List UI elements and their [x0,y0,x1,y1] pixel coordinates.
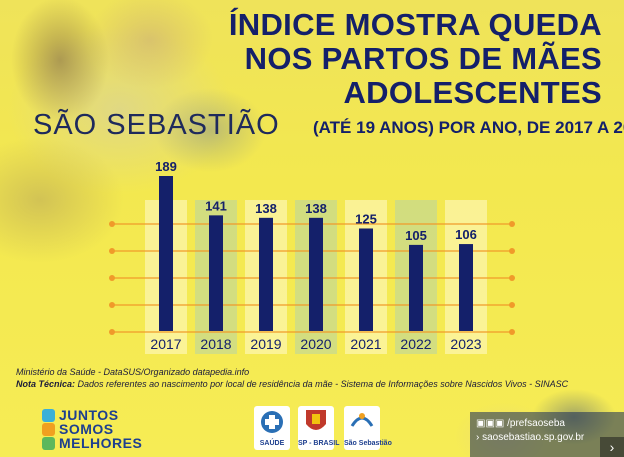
bar-2021 [359,228,373,331]
website-text: saosebastiao.sp.gov.br [482,432,585,443]
gridline-dot [509,275,515,281]
sao-sebastiao-logo: São Sebastião [344,406,392,450]
saude-logo-label: SAÚDE [259,440,285,447]
value-label-2019: 138 [255,201,277,216]
social-handle[interactable]: ▣▣▣ /prefsaoseba [476,418,565,429]
youtube-icon: ▣ [494,418,505,429]
slogan-line-2: SOMOS [59,421,114,437]
coat-of-arms-logo: SP - BRASIL [298,406,340,450]
year-label-2018: 2018 [200,336,231,352]
slogan-icon-3 [42,437,55,450]
slogan-line-3: MELHORES [59,435,143,451]
instagram-icon: ▣ [485,418,495,429]
saude-logo: SAÚDE [254,406,290,450]
year-label-2022: 2022 [400,336,431,352]
source-note: Ministério da Saúde - DataSUS/Organizado… [16,367,250,377]
coat-of-arms-icon [306,410,326,430]
bar-2018 [209,215,223,331]
year-label-2020: 2020 [300,336,331,352]
gridline-dot [509,221,515,227]
city-name: SÃO SEBASTIÃO [33,109,280,141]
technical-note: Nota Técnica: Dados referentes ao nascim… [16,379,568,389]
value-label-2018: 141 [205,198,227,213]
gridline-dot [509,248,515,254]
bar-chart: 189 2017 141 2018 138 2019 138 2020 125 2021 105 20… [109,159,515,354]
value-label-2020: 138 [305,201,327,216]
headline-line-3: ADOLESCENTES [343,75,602,110]
value-label-2021: 125 [355,211,377,226]
bar-2020 [309,217,323,331]
year-label-2017: 2017 [150,336,181,352]
technical-note-label: Nota Técnica: [16,379,76,389]
bar-2017 [159,176,173,331]
gridline-dot [109,248,115,254]
website-link[interactable]: › saosebastiao.sp.gov.br [476,432,584,443]
value-label-2017: 189 [155,159,177,174]
gridline-dot [109,329,115,335]
value-label-2022: 105 [405,228,427,243]
facebook-icon: ▣ [476,418,486,429]
headline-line-2: NOS PARTOS DE MÃES [244,41,602,76]
health-cross-icon [261,411,283,433]
year-label-2019: 2019 [250,336,281,352]
year-label-2021: 2021 [350,336,381,352]
city-logo-icon [350,413,374,427]
bar-2019 [259,217,273,331]
gridline-dot [109,275,115,281]
next-arrow-icon[interactable]: › [600,437,624,457]
sao-sebastiao-logo-label: São Sebastião [344,440,392,447]
gridline-dot [509,302,515,308]
slogan: JUNTOS SOMOS MELHORES [42,408,142,450]
arrow-right-icon: › [476,432,480,443]
value-label-2023: 106 [455,227,477,242]
coat-of-arms-label: SP - BRASIL [298,440,340,447]
gridline-dot [509,329,515,335]
bar-2022 [409,244,423,331]
headline-line-1: ÍNDICE MOSTRA QUEDA [228,7,602,42]
slogan-icon-2 [42,423,55,436]
slogan-line-1: JUNTOS [59,407,119,423]
gridline-dot [109,302,115,308]
chart-subtitle: (ATÉ 19 ANOS) POR ANO, DE 2017 A 2023 [313,118,624,137]
year-label-2023: 2023 [450,336,481,352]
bar-2023 [459,244,473,331]
social-panel [470,412,624,457]
slogan-icon-1 [42,409,55,422]
technical-note-text: Dados referentes ao nascimento por local… [77,379,569,389]
gridline-dot [109,221,115,227]
social-handle-text: /prefsaoseba [507,418,565,429]
